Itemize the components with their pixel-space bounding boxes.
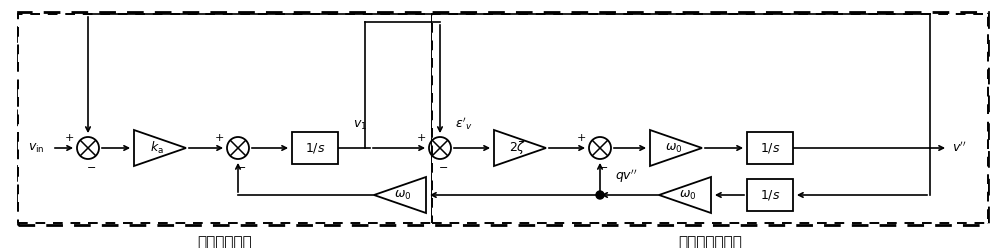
Text: +: + <box>577 133 586 143</box>
Text: +: + <box>65 133 74 143</box>
Bar <box>432 14 988 223</box>
Text: $-$: $-$ <box>438 161 448 171</box>
Text: $-$: $-$ <box>598 161 608 171</box>
Text: $v_{\rm in}$: $v_{\rm in}$ <box>28 141 45 155</box>
Text: $1/s$: $1/s$ <box>305 141 325 155</box>
Text: $-$: $-$ <box>86 161 96 171</box>
Bar <box>292 132 338 164</box>
Text: +: + <box>215 133 224 143</box>
Text: $2\zeta$: $2\zeta$ <box>509 139 526 156</box>
Text: $k_{\rm a}$: $k_{\rm a}$ <box>150 140 164 156</box>
Text: $-$: $-$ <box>236 161 246 171</box>
Bar <box>18 12 988 225</box>
Bar <box>747 179 793 211</box>
Text: $\omega_0$: $\omega_0$ <box>394 188 411 202</box>
Text: +: + <box>417 133 426 143</box>
Bar <box>18 14 432 223</box>
Circle shape <box>596 191 604 199</box>
Text: 自调谐滤波器: 自调谐滤波器 <box>198 236 252 248</box>
Text: $qv''$: $qv''$ <box>615 167 638 185</box>
Text: $\varepsilon'_v$: $\varepsilon'_v$ <box>455 115 472 132</box>
Text: $\omega_0$: $\omega_0$ <box>679 188 696 202</box>
Text: $v_1$: $v_1$ <box>353 119 367 132</box>
Text: $v''$: $v''$ <box>952 141 967 155</box>
Text: $\omega_0$: $\omega_0$ <box>665 141 682 155</box>
Bar <box>747 132 793 164</box>
Text: $1/s$: $1/s$ <box>760 188 780 202</box>
Text: $1/s$: $1/s$ <box>760 141 780 155</box>
Text: 二阶广义积分器: 二阶广义积分器 <box>678 236 742 248</box>
